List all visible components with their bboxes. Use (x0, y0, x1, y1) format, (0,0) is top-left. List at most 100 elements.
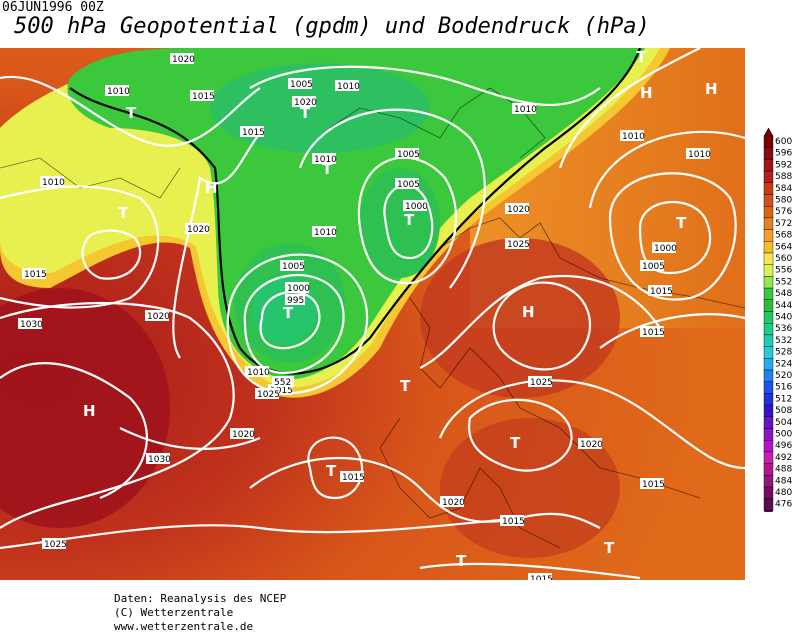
isobar-label: 1005 (395, 148, 420, 160)
svg-text:1020: 1020 (507, 205, 530, 215)
isobar-label: 1015 (22, 268, 47, 280)
svg-text:1025: 1025 (530, 378, 553, 388)
geopotential-label: 552 (272, 376, 294, 388)
scale-swatch (763, 463, 774, 476)
isobar-label: 1015 (268, 384, 293, 396)
isobar-label: 1005 (288, 78, 313, 90)
isobar-label: 1015 (240, 126, 265, 138)
scale-swatch (763, 369, 774, 382)
svg-text:1020: 1020 (294, 98, 317, 108)
scale-swatch (763, 393, 774, 406)
isobar-label: 1020 (145, 310, 170, 322)
scale-tick-label: 532 (775, 336, 792, 346)
svg-text:1020: 1020 (232, 430, 255, 440)
scale-tick-label: 596 (775, 149, 792, 159)
scale-tick-label: 600 (775, 137, 792, 147)
scale-tick-label: 520 (775, 371, 792, 381)
svg-text:1015: 1015 (530, 575, 553, 580)
isobar-label: 1015 (340, 471, 365, 483)
svg-text:1015: 1015 (642, 480, 665, 490)
svg-text:1010: 1010 (688, 150, 711, 160)
scale-swatch (763, 229, 774, 242)
low-marker: T (404, 211, 415, 229)
svg-text:1015: 1015 (342, 473, 365, 483)
high-marker: H (522, 303, 535, 321)
scale-tick-label: 592 (775, 160, 792, 170)
isobar-label: 1025 (505, 238, 530, 250)
isobar-label: 1020 (505, 203, 530, 215)
scale-swatch (763, 334, 774, 347)
isobar-label: 1010 (40, 176, 65, 188)
isobar-label: 1025 (528, 376, 553, 388)
scale-swatch (763, 264, 774, 277)
isobar-label: 1020 (170, 53, 195, 65)
low-marker: T (326, 462, 337, 480)
svg-text:1005: 1005 (290, 80, 313, 90)
isobar-label: 1015 (640, 478, 665, 490)
high-marker: H (83, 402, 96, 420)
svg-text:552: 552 (274, 378, 291, 388)
isobar-label: 995 (285, 294, 305, 306)
scale-tick-label: 544 (775, 301, 792, 311)
svg-text:1015: 1015 (502, 517, 525, 527)
scale-swatch (763, 170, 774, 183)
scale-tick-label: 560 (775, 254, 792, 264)
low-marker: T (322, 160, 333, 178)
low-marker: T (676, 214, 687, 232)
svg-text:1015: 1015 (24, 270, 47, 280)
svg-text:1010: 1010 (337, 82, 360, 92)
isobar-label: 1005 (640, 260, 665, 272)
credits-line: www.wetterzentrale.de (114, 620, 254, 633)
scale-tick-label: 552 (775, 277, 792, 287)
scale-swatch (763, 135, 774, 148)
date-label: 06JUN1996 00Z (2, 0, 104, 15)
scale-swatch (763, 475, 774, 488)
svg-text:1015: 1015 (192, 92, 215, 102)
low-marker: T (126, 104, 137, 122)
isobar-label: 1015 (528, 573, 553, 580)
svg-text:1010: 1010 (107, 87, 130, 97)
scale-swatch (763, 381, 774, 394)
isobar-label: 1015 (500, 515, 525, 527)
high-marker: H (205, 179, 218, 197)
scale-tick-label: 528 (775, 348, 792, 358)
scale-swatch (763, 358, 774, 371)
scale-swatch (763, 194, 774, 207)
svg-text:1025: 1025 (507, 240, 530, 250)
isobar-label: 1010 (312, 226, 337, 238)
svg-text:1010: 1010 (314, 228, 337, 238)
isobar-label: 1010 (105, 85, 130, 97)
svg-text:1005: 1005 (397, 180, 420, 190)
scale-tick-label: 496 (775, 441, 792, 451)
scale-tick-label: 576 (775, 207, 792, 217)
scale-swatch (763, 498, 774, 511)
scale-tick-label: 512 (775, 394, 792, 404)
scale-tick-label: 516 (775, 383, 792, 393)
scale-tick-label: 568 (775, 231, 792, 241)
scale-swatch (763, 346, 774, 359)
isobar-label: 1020 (230, 428, 255, 440)
scale-tick-label: 492 (775, 453, 792, 463)
weather-map: 1020 1010 1015 1005 1020 1010 1015 1005 … (0, 48, 745, 580)
isobar-label: 1005 (280, 260, 305, 272)
credits-line: (C) Wetterzentrale (114, 606, 234, 619)
scale-arrow-bottom (763, 510, 774, 512)
high-marker: H (705, 80, 718, 98)
map-title: 500 hPa Geopotential (gpdm) und Bodendru… (14, 14, 650, 39)
scale-tick-label: 480 (775, 488, 792, 498)
scale-swatch (763, 299, 774, 312)
scale-tick-label: 476 (775, 500, 792, 510)
scale-tick-label: 508 (775, 406, 792, 416)
svg-text:1010: 1010 (247, 368, 270, 378)
svg-text:1005: 1005 (282, 262, 305, 272)
isobar-label: 1005 (395, 178, 420, 190)
scale-tick-label: 500 (775, 430, 792, 440)
credits: Daten: Reanalysis des NCEP (C) Wetterzen… (114, 592, 286, 634)
scale-tick-label: 572 (775, 219, 792, 229)
scale-swatch (763, 276, 774, 289)
svg-text:1020: 1020 (187, 225, 210, 235)
scale-swatch (763, 486, 774, 499)
scale-swatch (763, 217, 774, 230)
svg-text:1025: 1025 (257, 390, 280, 400)
credits-line: Daten: Reanalysis des NCEP (114, 592, 287, 605)
